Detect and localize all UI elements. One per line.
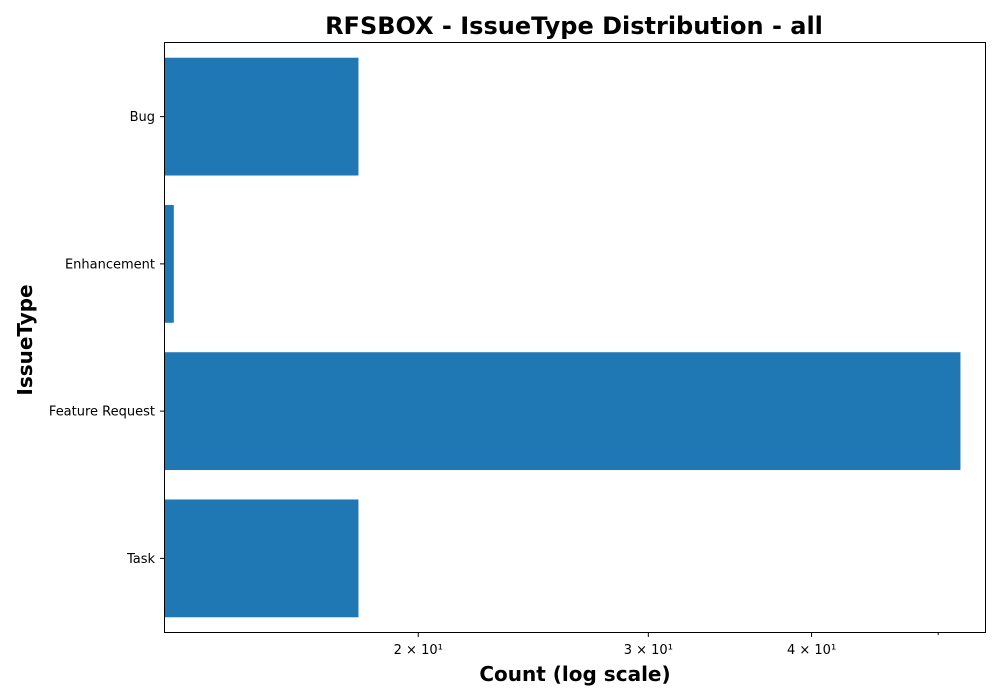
plot-frame	[164, 42, 986, 633]
bar-task	[165, 499, 359, 618]
bar-enhancement	[165, 204, 174, 323]
chart-title: RFSBOX - IssueType Distribution - all	[325, 12, 823, 40]
y-tick-label: Task	[126, 552, 156, 567]
y-axis-label: IssueType	[13, 284, 37, 395]
bar-bug	[165, 57, 359, 176]
x-tick-label: 4 × 10¹	[787, 643, 836, 658]
y-tick-label: Enhancement	[65, 257, 155, 272]
x-axis-label: Count (log scale)	[479, 662, 670, 686]
x-tick-label: 2 × 10¹	[394, 643, 443, 658]
x-ticks-group: 2 × 10¹ 3 × 10¹ 4 × 10¹	[394, 632, 939, 658]
y-tick-label: Feature Request	[49, 405, 155, 420]
x-tick-label: 3 × 10¹	[624, 643, 673, 658]
bar-feature-request	[165, 352, 961, 471]
y-tick-label: Bug	[130, 110, 155, 125]
bars-group	[165, 57, 961, 618]
y-ticks-group: Bug Enhancement Feature Request Task	[49, 110, 165, 567]
